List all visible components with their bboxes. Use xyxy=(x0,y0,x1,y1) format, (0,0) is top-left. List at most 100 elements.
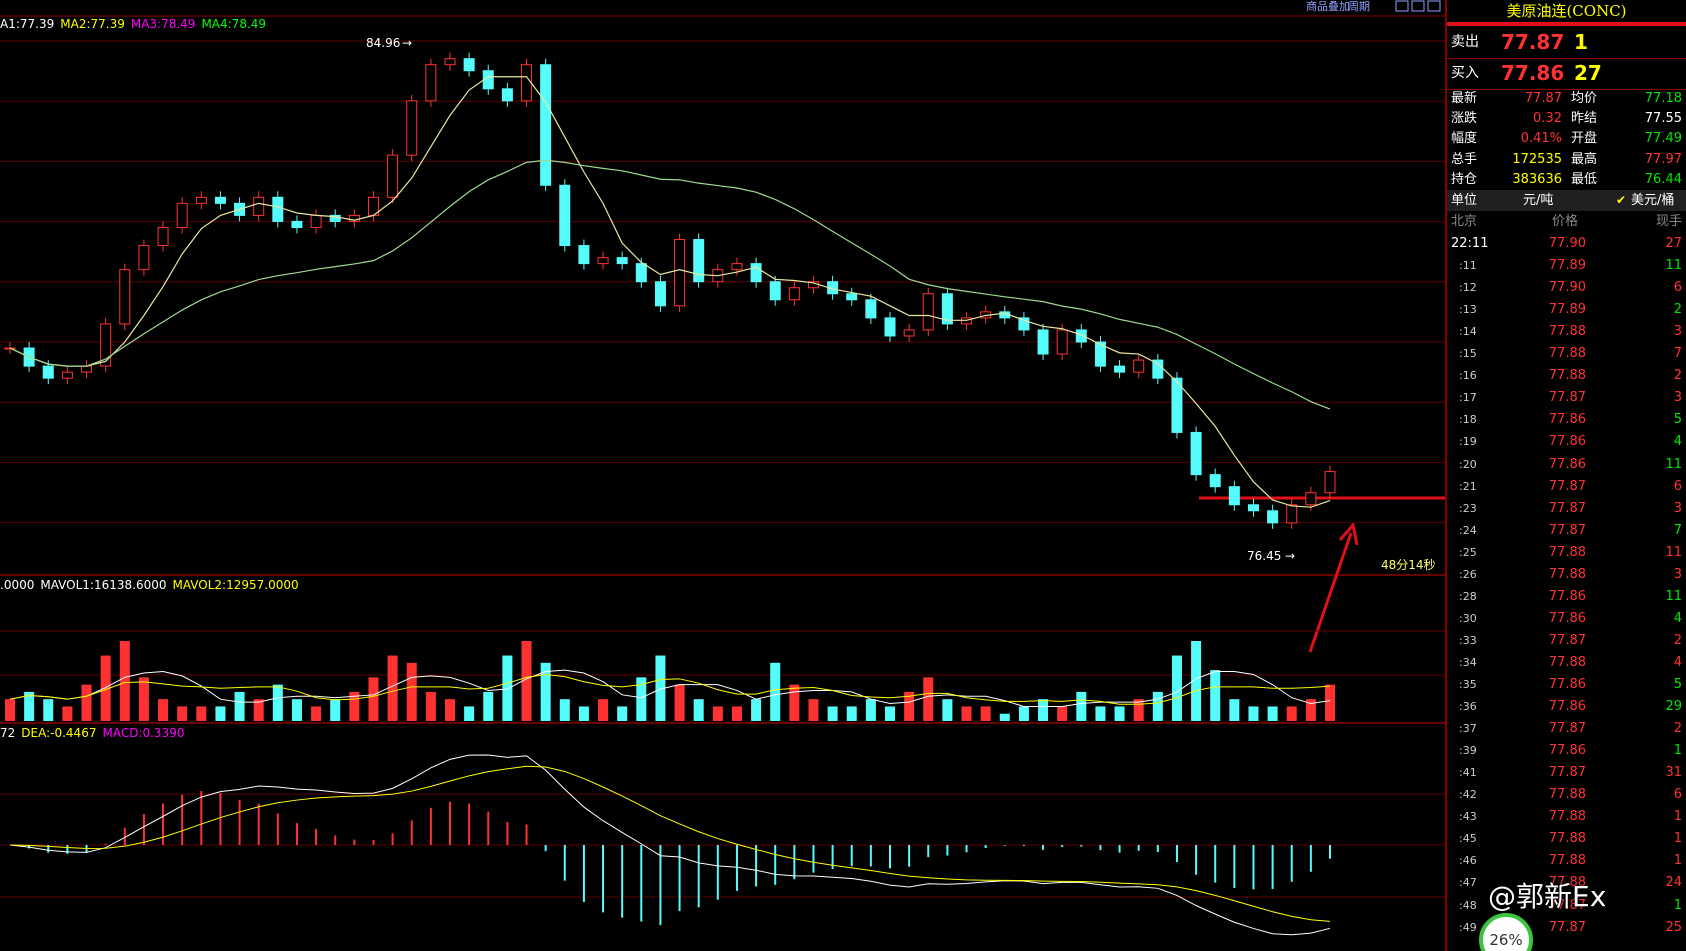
volume-bar xyxy=(483,691,494,721)
candle-body xyxy=(157,226,169,247)
high-label: 84.96 xyxy=(366,36,400,50)
tick-size: 1 xyxy=(1673,831,1682,847)
tick-price: 77.88 xyxy=(1548,809,1586,825)
tick-price: 77.88 xyxy=(1548,346,1586,362)
units-check: ✔ xyxy=(1616,193,1627,207)
tick-size: 6 xyxy=(1673,280,1682,296)
quote-label: 幅度 xyxy=(1451,131,1478,147)
candle-body xyxy=(272,196,284,222)
tick-time: :13 xyxy=(1459,303,1477,317)
volume-bar xyxy=(904,691,915,721)
candle-body xyxy=(406,100,418,156)
volume-bar xyxy=(349,691,360,721)
candle-body xyxy=(100,323,112,367)
candle-body xyxy=(788,287,800,301)
candle-body xyxy=(884,317,896,337)
volume-bar xyxy=(674,684,685,721)
column-header: 价格 xyxy=(1552,214,1579,229)
tick-size: 24 xyxy=(1665,875,1682,891)
separator xyxy=(1447,89,1686,90)
indicator-legend: DEA:-0.4467 xyxy=(21,726,96,740)
volume-bar xyxy=(368,677,379,721)
tick-price: 77.86 xyxy=(1548,456,1586,472)
tick-price: 77.87 xyxy=(1548,522,1586,538)
title-bar xyxy=(1447,22,1686,26)
candle-body xyxy=(559,184,571,247)
volume-bar xyxy=(502,655,513,721)
candle-body xyxy=(1056,329,1068,355)
indicator-legend: A1:77.39 xyxy=(0,17,54,31)
candle-body xyxy=(1228,486,1240,506)
tick-price: 77.87 xyxy=(1548,765,1586,781)
tick-time: :34 xyxy=(1459,655,1477,669)
volume-bar xyxy=(827,706,838,721)
volume-bar xyxy=(923,677,934,721)
ma-line xyxy=(9,159,1331,410)
quote-value: 77.87 xyxy=(1524,91,1562,106)
volume-bar xyxy=(1076,691,1087,721)
units-usd: 美元/桶 xyxy=(1631,193,1675,208)
tick-size: 31 xyxy=(1665,765,1682,781)
candle-body xyxy=(81,365,93,373)
tick-size: 1 xyxy=(1673,743,1682,759)
volume-bar xyxy=(1325,684,1335,721)
tick-size: 5 xyxy=(1673,677,1682,692)
volume-bar xyxy=(942,699,953,721)
toolbar-period[interactable]: 周期 xyxy=(1348,0,1370,13)
candle-body xyxy=(463,58,475,72)
indicator-legend: 72 xyxy=(0,726,15,740)
tick-price: 77.87 xyxy=(1548,500,1586,516)
tick-time: :20 xyxy=(1459,457,1477,471)
volume-bar xyxy=(865,699,876,721)
volume-ma-line xyxy=(9,673,1331,705)
volume-bar xyxy=(770,662,781,721)
tick-time: :14 xyxy=(1459,325,1477,339)
candle-body xyxy=(310,214,322,228)
macd-line xyxy=(9,754,1331,936)
countdown: 48分14秒 xyxy=(1381,558,1436,572)
indicator-legend: MACD:0.3390 xyxy=(102,726,184,740)
quote-title: 美原油连(CONC) xyxy=(1506,2,1627,20)
candle-body xyxy=(1247,504,1259,512)
volume-bar xyxy=(980,706,991,721)
tick-size: 5 xyxy=(1673,412,1682,428)
tick-time: :23 xyxy=(1459,501,1477,515)
tick-price: 77.88 xyxy=(1548,566,1586,582)
volume-bar xyxy=(1152,691,1163,721)
column-header: 现手 xyxy=(1655,214,1682,229)
tick-time: :30 xyxy=(1459,611,1477,625)
volume-bar xyxy=(5,699,15,721)
volume-bar xyxy=(1229,699,1240,721)
toolbar-icon[interactable] xyxy=(1395,0,1409,12)
tick-price: 77.89 xyxy=(1548,302,1586,318)
tick-size: 6 xyxy=(1673,478,1682,494)
toolbar-overlay[interactable]: 商品叠加 xyxy=(1306,0,1350,13)
chart-area: 商品叠加 周期 A1:77.39 MA2:77.39 MA3:78.49 MA4:78… xyxy=(0,0,1445,936)
volume-bar xyxy=(961,706,972,721)
candle-body xyxy=(329,214,341,222)
toolbar-icon[interactable] xyxy=(1411,0,1425,12)
volume-bar xyxy=(311,706,322,721)
column-header: 北京 xyxy=(1451,214,1478,229)
candle-body xyxy=(1190,431,1202,476)
tick-size: 11 xyxy=(1665,258,1682,274)
tick-size: 11 xyxy=(1665,544,1682,560)
candle-body xyxy=(731,263,743,271)
tick-price: 77.88 xyxy=(1548,324,1586,340)
quote-label: 持仓 xyxy=(1451,171,1478,187)
quote-value: 172535 xyxy=(1512,151,1562,167)
volume-bar xyxy=(885,706,895,721)
candle-body xyxy=(521,64,533,102)
candle-body xyxy=(291,220,303,228)
volume-bar xyxy=(291,699,302,721)
volume-bar xyxy=(808,699,819,721)
candle-body xyxy=(1209,474,1221,488)
candle-body xyxy=(253,196,265,216)
candle-body xyxy=(750,263,762,283)
toolbar-icon[interactable] xyxy=(1427,0,1441,12)
tick-price: 77.86 xyxy=(1548,699,1586,715)
volume-bar xyxy=(1286,706,1297,721)
tick-price: 77.87 xyxy=(1548,919,1586,935)
volume-bar xyxy=(751,699,762,721)
tick-size: 4 xyxy=(1673,610,1682,626)
